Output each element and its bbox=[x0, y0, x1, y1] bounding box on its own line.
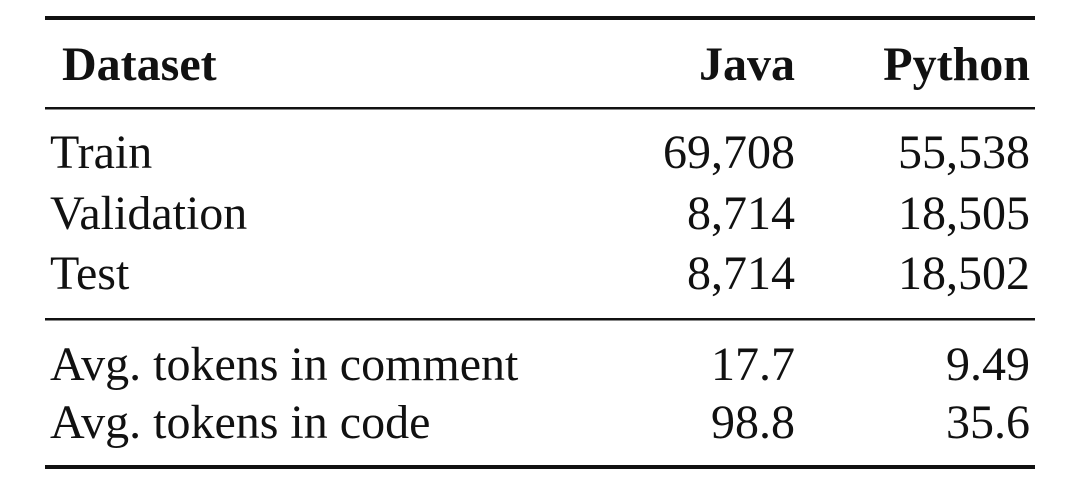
row-label: Avg. tokens in code bbox=[50, 396, 430, 449]
top-rule bbox=[45, 16, 1035, 20]
cell: 8,714 bbox=[687, 247, 795, 300]
cell: 8,714 bbox=[687, 187, 795, 240]
header-cell: Python bbox=[883, 38, 1030, 91]
cell: 55,538 bbox=[898, 126, 1030, 179]
cell: 98.8 bbox=[711, 396, 795, 449]
row-label: Train bbox=[50, 126, 152, 179]
cell: 35.6 bbox=[946, 396, 1030, 449]
header-cell: Java bbox=[699, 38, 795, 91]
cell: 17.7 bbox=[711, 338, 795, 391]
row-label: Test bbox=[50, 247, 130, 300]
cell: 18,502 bbox=[898, 247, 1030, 300]
bottom-rule bbox=[45, 465, 1035, 469]
header-cell: Dataset bbox=[62, 38, 217, 91]
header-rule bbox=[45, 107, 1035, 110]
row-label: Validation bbox=[50, 187, 247, 240]
cell: 69,708 bbox=[663, 126, 795, 179]
cell: 18,505 bbox=[898, 187, 1030, 240]
section-rule bbox=[45, 318, 1035, 321]
row-label: Avg. tokens in comment bbox=[50, 338, 519, 391]
cell: 9.49 bbox=[946, 338, 1030, 391]
